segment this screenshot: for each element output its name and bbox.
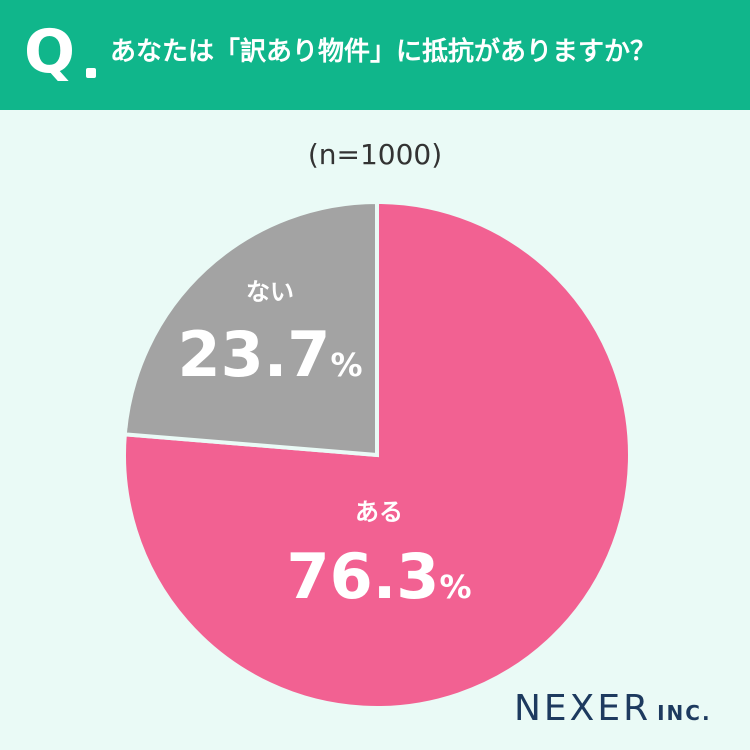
q-label: Q bbox=[24, 17, 76, 87]
pie-slice-no bbox=[122, 199, 379, 458]
header-bar: Q あなたは「訳あり物件」に抵抗がありますか？ bbox=[0, 0, 750, 110]
q-dot bbox=[86, 68, 96, 78]
nexer-logo: NEXER INC. bbox=[514, 688, 712, 729]
logo-sub: INC. bbox=[657, 701, 712, 725]
slice-value-no: 23.7% bbox=[177, 318, 362, 391]
slice-label-yes: ある bbox=[355, 498, 403, 526]
sample-size: (n=1000) bbox=[307, 138, 443, 171]
logo-main: NEXER bbox=[514, 688, 652, 729]
question-title: あなたは「訳あり物件」に抵抗がありますか？ bbox=[110, 37, 657, 67]
slice-label-no: ない bbox=[246, 278, 294, 306]
slice-value-yes: 76.3% bbox=[286, 540, 471, 613]
